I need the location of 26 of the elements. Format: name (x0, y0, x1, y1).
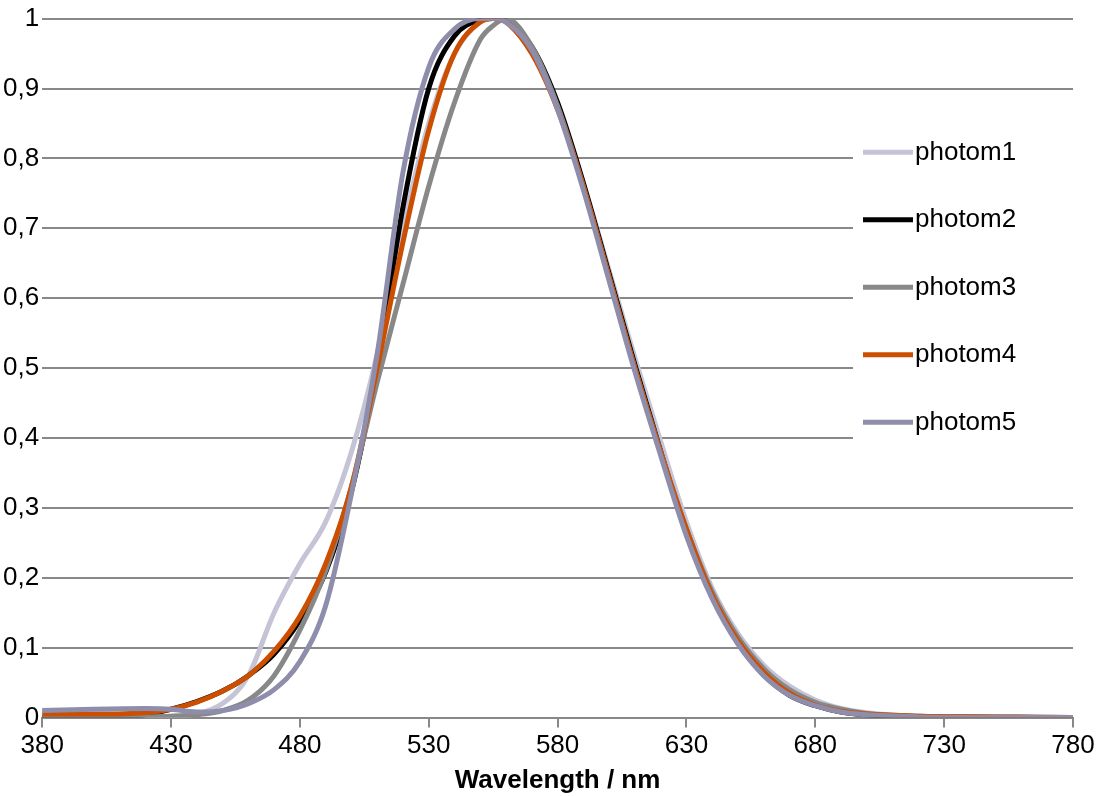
legend-label: photom1 (915, 135, 1017, 166)
x-tick-label: 530 (407, 729, 451, 760)
y-tick-label: 0,5 (2, 351, 40, 382)
x-tick-label: 430 (149, 729, 193, 760)
x-tick-label: 630 (664, 729, 709, 760)
y-tick-label: 0,2 (2, 560, 40, 591)
y-tick-label: 0,7 (2, 211, 40, 242)
y-tick-label: 0,4 (2, 421, 40, 452)
x-axis-title: Wavelength / nm (454, 763, 661, 794)
y-tick-label: 0,9 (2, 71, 40, 102)
x-tick-label: 380 (20, 729, 64, 760)
legend-label: photom5 (915, 405, 1017, 436)
y-tick-label: 0,1 (2, 630, 40, 661)
x-tick-label: 780 (1051, 729, 1095, 760)
legend-label: photom2 (915, 203, 1017, 234)
x-tick-label: 580 (535, 729, 580, 760)
x-tick-label: 730 (922, 729, 966, 760)
y-tick-label: 0 (24, 700, 40, 731)
y-tick-label: 0,8 (2, 141, 40, 172)
legend-label: photom4 (915, 338, 1017, 369)
x-tick-label: 480 (278, 729, 322, 760)
x-tick-label: 680 (793, 729, 837, 760)
y-tick-label: 0,6 (2, 281, 40, 312)
y-tick-label: 0,3 (2, 491, 40, 522)
y-tick-label: 1 (24, 1, 40, 32)
legend-label: photom3 (915, 270, 1017, 301)
